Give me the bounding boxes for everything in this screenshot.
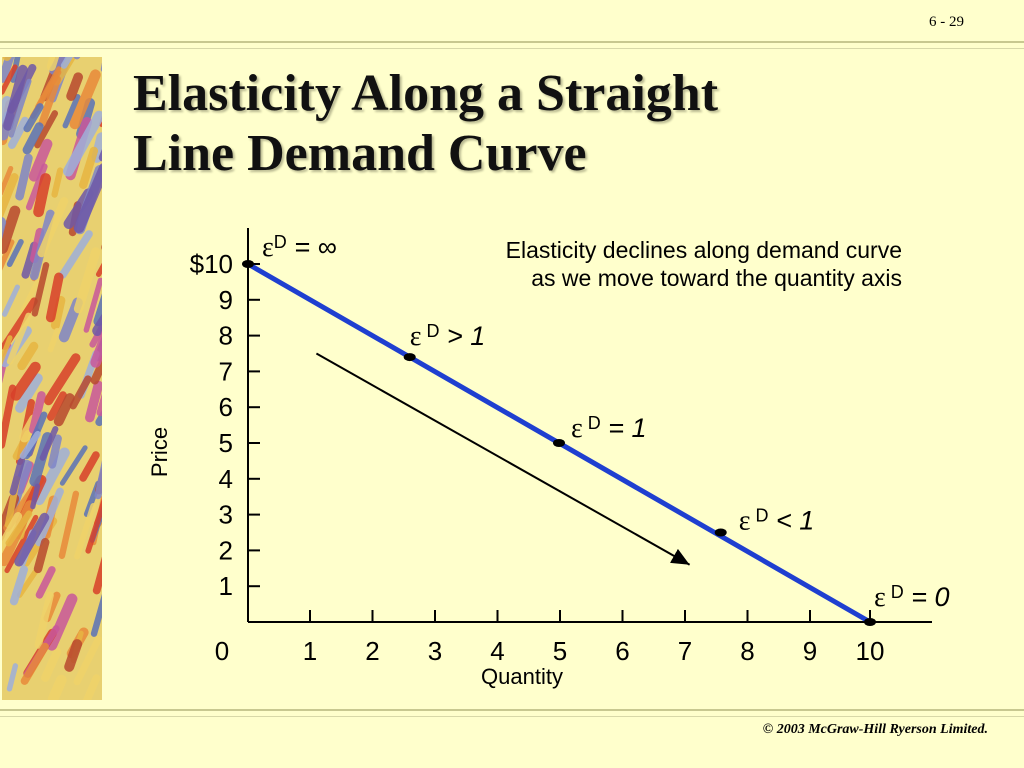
y-tick-label: 3 <box>219 500 233 530</box>
y-tick-label: 1 <box>219 571 233 601</box>
top-rule-thin <box>0 48 1024 49</box>
x-tick-label: 7 <box>678 636 692 666</box>
slide-title: Elasticity Along a Straight Line Demand … <box>133 64 993 184</box>
elasticity-label: ε D > 1 <box>410 321 486 352</box>
top-rule <box>0 41 1024 43</box>
elasticity-point <box>864 618 876 626</box>
y-tick-label: 4 <box>219 464 233 494</box>
x-axis-label: Quantity <box>481 664 563 689</box>
elasticity-label: ε D < 1 <box>739 506 815 537</box>
y-tick-label: 7 <box>219 356 233 386</box>
elasticity-label: ε D = 0 <box>874 582 950 613</box>
elasticity-point <box>403 353 416 362</box>
x-tick-label: 1 <box>303 636 317 666</box>
x-tick-label: 5 <box>553 636 567 666</box>
y-tick-label: 5 <box>219 428 233 458</box>
slide-title-line-2: Line Demand Curve <box>133 125 587 182</box>
y-tick-label: 6 <box>219 392 233 422</box>
elasticity-note: Elasticity declines along demand curve a… <box>505 237 902 291</box>
copyright-text: © 2003 McGraw-Hill Ryerson Limited. <box>762 722 988 737</box>
elasticity-point <box>553 439 565 447</box>
decorative-side-art <box>2 57 102 700</box>
y-tick-label: $10 <box>190 249 233 279</box>
y-tick-label: 2 <box>219 535 233 565</box>
slide-number: 6 - 29 <box>929 14 964 30</box>
x-tick-label: 4 <box>490 636 504 666</box>
x-tick-label: 3 <box>428 636 442 666</box>
x-tick-label: 8 <box>740 636 754 666</box>
y-tick-label: 8 <box>219 321 233 351</box>
elasticity-label: εD = ∞ <box>262 232 337 263</box>
elasticity-point <box>714 528 727 537</box>
direction-arrow <box>315 352 691 566</box>
y-axis-label: Price <box>147 427 172 477</box>
y-tick-label: 9 <box>219 285 233 315</box>
bottom-rule-thin <box>0 716 1024 717</box>
elasticity-label: ε D = 1 <box>571 413 647 444</box>
elasticity-point <box>242 260 254 268</box>
brush-stroke-art <box>2 57 102 700</box>
x-tick-label: 0 <box>215 636 229 666</box>
x-tick-label: 6 <box>615 636 629 666</box>
x-tick-label: 10 <box>856 636 885 666</box>
bottom-rule <box>0 709 1024 711</box>
slide-title-line-1: Elasticity Along a Straight <box>133 65 719 122</box>
x-tick-label: 2 <box>365 636 379 666</box>
x-tick-label: 9 <box>803 636 817 666</box>
